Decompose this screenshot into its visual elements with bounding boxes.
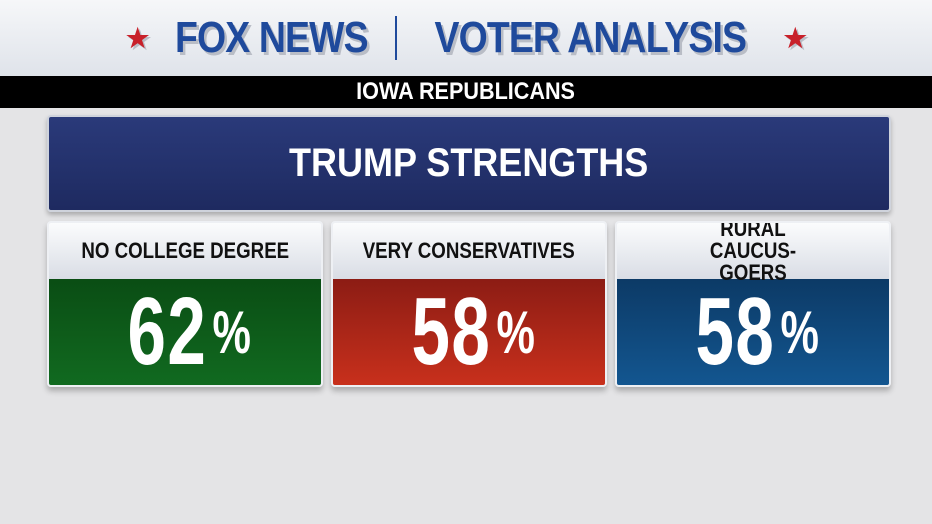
divider: [395, 16, 398, 60]
stat-card: VERY CONSERVATIVES 58%: [331, 221, 607, 387]
header-title: VOTER ANALYSIS: [434, 13, 747, 62]
stat-unit: %: [496, 298, 535, 366]
stat-label: VERY CONSERVATIVES: [333, 223, 605, 279]
brand-lockup: ★ FOX NEWS VOTER ANALYSIS ★: [126, 13, 807, 63]
stat-label-text: RURAL CAUCUS-GOERS: [709, 221, 797, 285]
star-icon: ★: [783, 22, 807, 53]
subheader-bar: IOWA REPUBLICANS: [0, 76, 932, 108]
stat-number: 58: [411, 278, 492, 385]
stat-label: NO COLLEGE DEGREE: [49, 223, 321, 279]
panel-title: TRUMP STRENGTHS: [47, 115, 891, 212]
stat-number: 58: [695, 278, 776, 385]
stat-label-text: VERY CONSERVATIVES: [363, 238, 575, 263]
stat-card: NO COLLEGE DEGREE 62%: [47, 221, 323, 387]
stat-card: RURAL CAUCUS-GOERS 58%: [615, 221, 891, 387]
stat-value: 58%: [617, 278, 889, 385]
subheader-text: IOWA REPUBLICANS: [356, 78, 576, 105]
star-icon: ★: [126, 22, 149, 53]
stat-label: RURAL CAUCUS-GOERS: [617, 223, 889, 284]
stat-unit: %: [780, 298, 819, 366]
fox-news-logo: FOX NEWS: [175, 13, 369, 62]
header: ★ FOX NEWS VOTER ANALYSIS ★: [0, 0, 932, 76]
stat-value: 58%: [333, 278, 605, 385]
stat-value: 62%: [49, 278, 321, 385]
stat-label-text: NO COLLEGE DEGREE: [81, 238, 289, 263]
panel-title-text: TRUMP STRENGTHS: [289, 141, 649, 185]
stat-number: 62: [127, 278, 208, 385]
stat-unit: %: [212, 298, 251, 366]
